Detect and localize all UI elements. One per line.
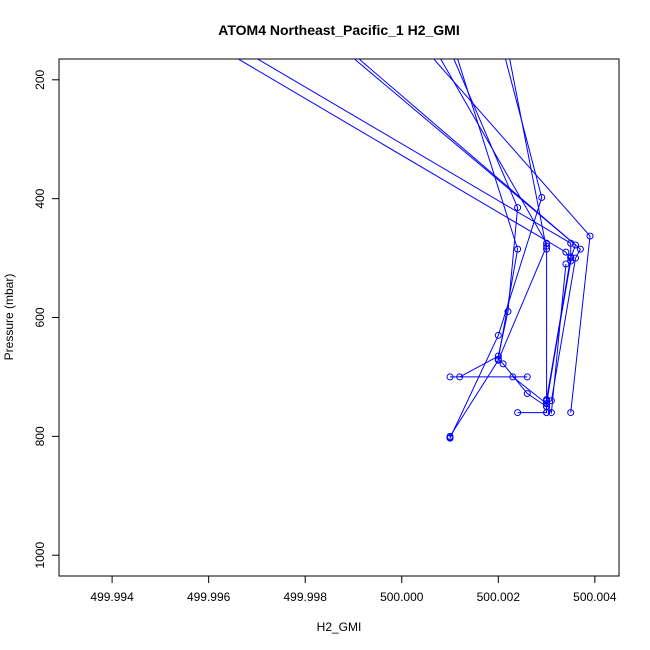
data-point-marker [523,390,531,398]
data-point-marker [562,260,570,268]
data-point-marker [494,355,502,363]
profile-line [450,263,567,415]
profile-series [440,59,551,442]
profile-series [446,59,546,442]
data-point-marker [572,254,580,262]
data-point-marker [586,232,594,240]
y-tick-label: 1000 [33,542,47,569]
profile-line [457,59,547,408]
data-point-marker [494,331,502,339]
profile-line [256,59,572,413]
profile-series [446,260,570,417]
plot-border [58,58,620,577]
data-point-marker [538,193,546,201]
x-axis: 499.994 499.996 499.998 500.000 500.002 500.0… [90,576,617,604]
plot-frame [58,58,620,577]
data-point-marker [514,409,522,417]
data-point-marker [547,409,555,417]
profile-series [457,59,551,411]
data-point-marker [567,409,575,417]
data-point-marker [562,248,570,256]
x-tick-label: 500.004 [573,590,617,604]
data-point-marker [446,373,454,381]
data-point-marker [509,373,517,381]
data-point-marker [543,400,551,408]
data-point-marker [567,254,575,262]
profile-series [256,59,575,417]
y-tick-label: 400 [33,188,47,208]
x-tick-label: 499.998 [284,590,328,604]
data-point-marker [543,245,551,253]
profile-series [237,59,575,417]
x-axis-label: H2_GMI [317,620,362,634]
series-layer [237,59,594,442]
data-point-marker [572,241,580,249]
y-tick-label: 600 [33,307,47,327]
y-axis: 200 400 600 800 1000 [33,69,59,569]
x-tick-label: 499.996 [187,590,231,604]
x-tick-label: 499.994 [90,590,134,604]
profile-line [358,59,582,405]
x-tick-label: 500.000 [380,590,424,604]
profile-line [440,59,548,438]
data-point-marker [514,204,522,212]
data-point-marker [523,373,531,381]
profile-line [453,59,519,378]
profile-line [433,59,591,413]
data-point-marker [499,360,507,368]
data-point-marker [504,308,512,316]
data-point-marker [446,434,454,442]
profile-series [453,59,522,381]
chart-title: ATOM4 Northeast_Pacific_1 H2_GMI [218,22,459,38]
data-point-marker [576,245,584,253]
y-tick-label: 200 [33,69,47,89]
profile-series [433,59,594,417]
data-point-marker [514,245,522,253]
profile-line [509,59,548,407]
y-axis-label: Pressure (mbar) [2,274,16,361]
x-tick-label: 500.002 [477,590,521,604]
y-tick-label: 800 [33,426,47,446]
